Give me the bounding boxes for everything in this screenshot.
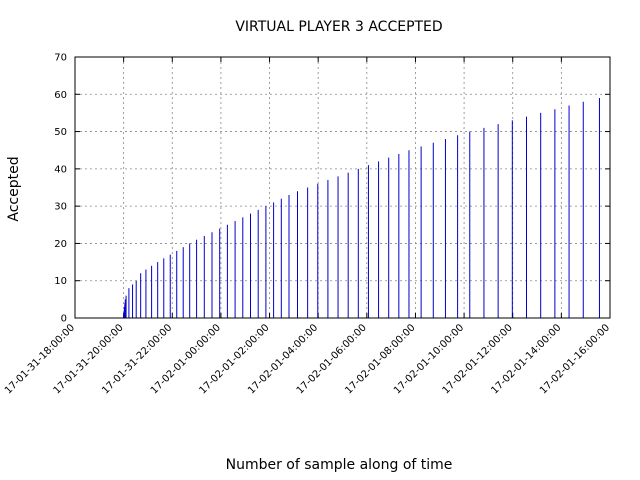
x-axis-label: Number of sample along of time	[226, 457, 453, 473]
y-tick-label: 0	[61, 314, 67, 325]
y-tick-label: 70	[54, 53, 67, 64]
y-tick-label: 20	[54, 239, 67, 250]
x-tick-labels: 17-01-31-18:00:0017-01-31-20:00:0017-01-…	[3, 322, 612, 396]
y-tick-label: 10	[54, 276, 67, 287]
y-tick-labels: 0 10 20 30 40 50 60 70	[54, 53, 67, 325]
plot-frame	[74, 56, 611, 319]
y-tick-label: 30	[54, 202, 67, 213]
y-axis-label: Accepted	[6, 156, 22, 221]
grid-lines	[74, 56, 611, 319]
y-tick-label: 50	[54, 127, 67, 138]
chart-title: VIRTUAL PLAYER 3 ACCEPTED	[235, 19, 442, 35]
y-tick-label: 40	[54, 164, 67, 175]
y-tick-label: 60	[54, 90, 67, 101]
bars-group	[123, 98, 600, 318]
